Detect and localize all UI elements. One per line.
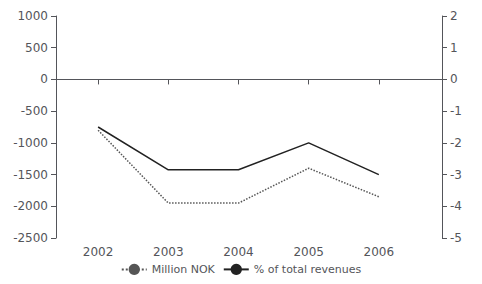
svg-text:2005: 2005 [293,245,324,259]
svg-text:2: 2 [450,9,458,23]
svg-text:-4: -4 [450,199,462,213]
svg-text:2004: 2004 [223,245,254,259]
svg-text:500: 500 [25,41,48,55]
svg-text:2003: 2003 [153,245,184,259]
svg-text:-2000: -2000 [13,199,48,213]
svg-text:-1500: -1500 [13,168,48,182]
svg-text:1000: 1000 [17,9,48,23]
svg-text:0: 0 [40,72,48,86]
svg-text:0: 0 [450,72,458,86]
svg-text:-1000: -1000 [13,136,48,150]
svg-text:-5: -5 [450,231,462,245]
svg-text:-2: -2 [450,136,462,150]
svg-text:-500: -500 [21,104,48,118]
svg-text:% of total revenues: % of total revenues [254,263,362,276]
svg-text:2006: 2006 [364,245,395,259]
svg-text:1: 1 [450,41,458,55]
svg-text:-2500: -2500 [13,231,48,245]
svg-text:2002: 2002 [83,245,114,259]
svg-text:Million NOK: Million NOK [152,263,216,276]
svg-text:-1: -1 [450,104,462,118]
svg-text:-3: -3 [450,168,462,182]
